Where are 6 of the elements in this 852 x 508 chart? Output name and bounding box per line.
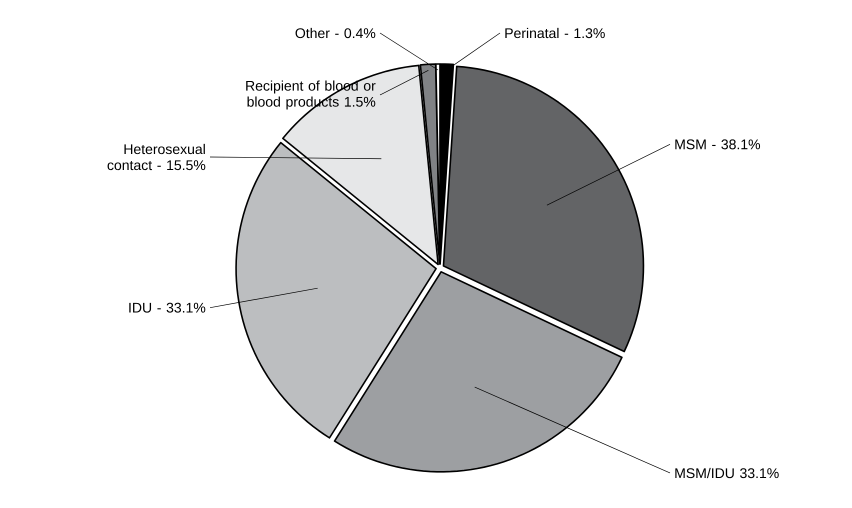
slice-label: Heterosexual contact - 15.5% <box>108 144 206 170</box>
slice-label: Other - 0.4% <box>296 28 376 38</box>
slice-label: MSM/IDU 33.1% <box>675 468 779 478</box>
slice-label: Perinatal - 1.3% <box>505 28 605 38</box>
slice-label: IDU - 33.1% <box>129 302 206 313</box>
slice-label: MSM - 38.1% <box>675 139 760 150</box>
